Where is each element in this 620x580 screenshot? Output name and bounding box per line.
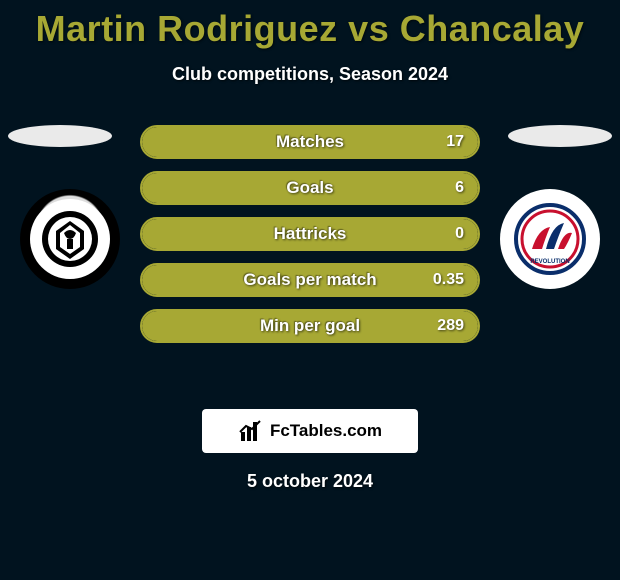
- stat-label: Min per goal: [260, 316, 360, 336]
- comparison-arena: REVOLUTION Matches 17 Goals 6 Hattricks …: [0, 125, 620, 385]
- stat-bar: Min per goal 289: [140, 309, 480, 343]
- stat-bar: Matches 17: [140, 125, 480, 159]
- stat-bar: Goals per match 0.35: [140, 263, 480, 297]
- stat-label: Matches: [276, 132, 344, 152]
- fctables-logo-text: FcTables.com: [270, 421, 382, 441]
- stat-value: 0: [455, 225, 464, 243]
- svg-text:REVOLUTION: REVOLUTION: [530, 259, 569, 265]
- player-right-ellipse: [508, 125, 612, 147]
- subtitle: Club competitions, Season 2024: [0, 64, 620, 85]
- stat-label: Goals per match: [243, 270, 376, 290]
- stat-bar: Goals 6: [140, 171, 480, 205]
- dc-united-crest-icon: [40, 209, 100, 269]
- team-left-badge: [20, 189, 120, 289]
- fctables-logo: FcTables.com: [202, 409, 418, 453]
- bar-chart-icon: [238, 418, 264, 444]
- stat-label: Hattricks: [274, 224, 347, 244]
- stat-bars: Matches 17 Goals 6 Hattricks 0 Goals per…: [140, 125, 480, 355]
- stat-value: 289: [437, 317, 464, 335]
- stat-value: 6: [455, 179, 464, 197]
- stat-value: 17: [446, 133, 464, 151]
- page-title: Martin Rodriguez vs Chancalay: [0, 0, 620, 50]
- date-text: 5 october 2024: [0, 471, 620, 492]
- team-right-badge: REVOLUTION: [500, 189, 600, 289]
- ne-revolution-crest-icon: REVOLUTION: [510, 199, 590, 279]
- player-left-ellipse: [8, 125, 112, 147]
- stat-value: 0.35: [433, 271, 464, 289]
- stat-label: Goals: [286, 178, 333, 198]
- stat-bar: Hattricks 0: [140, 217, 480, 251]
